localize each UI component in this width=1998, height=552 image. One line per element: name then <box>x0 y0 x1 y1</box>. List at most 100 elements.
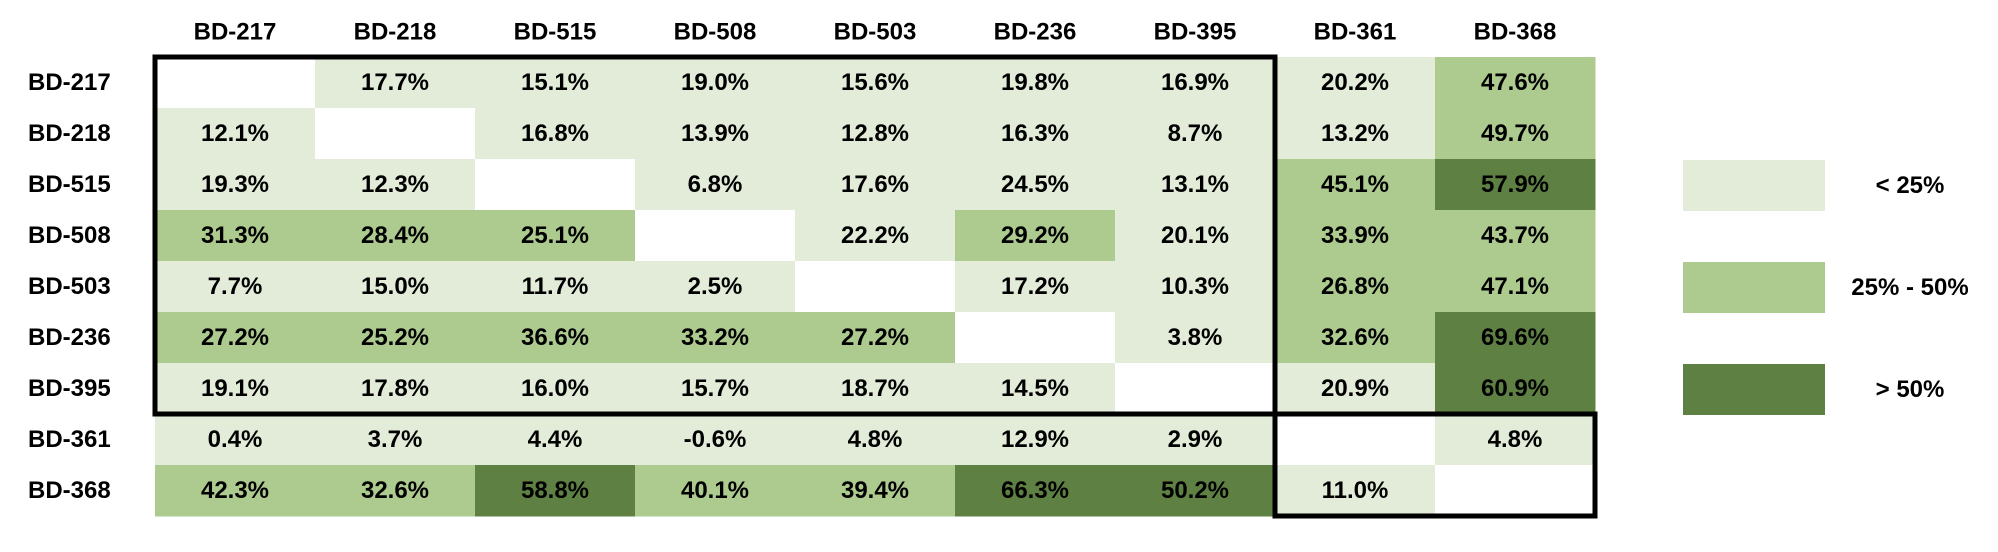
heatmap-cell <box>1115 261 1276 313</box>
cell-value-label: 45.1% <box>1321 171 1389 198</box>
column-label-bd-503: BD-503 <box>834 18 917 45</box>
heatmap-cell <box>1435 159 1596 211</box>
cell-value-label: 19.3% <box>201 171 269 198</box>
cell-value-label: 17.6% <box>841 171 909 198</box>
column-label-bd-218: BD-218 <box>354 18 437 45</box>
heatmap-cell <box>475 414 636 466</box>
cell-value-label: 3.8% <box>1168 324 1223 351</box>
heatmap-cell <box>315 363 476 415</box>
heatmap-cell <box>475 465 636 517</box>
heatmap-cell <box>475 108 636 160</box>
heatmap-cell <box>955 210 1116 262</box>
heatmap-cell <box>955 261 1116 313</box>
heatmap-cell <box>635 108 796 160</box>
cell-value-label: 11.0% <box>1322 477 1389 504</box>
row-label-bd-508: BD-508 <box>28 222 111 249</box>
legend-label-3: > 50% <box>1876 376 1945 403</box>
heatmap-cell <box>795 159 956 211</box>
heatmap-cell <box>1115 465 1276 517</box>
legend: < 25% 25% - 50% > 50% <box>1683 160 1969 415</box>
heatmap-cell <box>315 261 476 313</box>
cell-value-label: 15.0% <box>361 273 429 300</box>
cell-value-label: 8.7% <box>1168 120 1223 147</box>
heatmap-cell <box>635 465 796 517</box>
row-label-bd-236: BD-236 <box>28 324 111 351</box>
cell-value-label: 6.8% <box>688 171 743 198</box>
heatmap-cell <box>635 57 796 109</box>
heatmap-cell <box>1435 108 1596 160</box>
cell-value-label: 15.7% <box>681 375 749 402</box>
cell-value-label: 18.7% <box>841 375 909 402</box>
cell-value-label: 69.6% <box>1481 324 1549 351</box>
heatmap-cell <box>955 363 1116 415</box>
heatmap-cell <box>635 312 796 364</box>
heatmap-cell <box>315 414 476 466</box>
cell-value-label: 19.8% <box>1001 69 1069 96</box>
heatmap-cell <box>1115 414 1276 466</box>
heatmap-cell <box>1435 414 1596 466</box>
cell-value-label: 58.8% <box>521 477 589 504</box>
cell-value-label: 3.7% <box>368 426 423 453</box>
row-label-bd-395: BD-395 <box>28 375 111 402</box>
heatmap-cell <box>1435 465 1596 517</box>
heatmap-cell <box>795 363 956 415</box>
row-label-bd-217: BD-217 <box>28 69 111 96</box>
heatmap-cell <box>1435 57 1596 109</box>
cell-value-label: 22.2% <box>841 222 909 249</box>
heatmap-cell <box>1115 108 1276 160</box>
heatmap-cell <box>795 465 956 517</box>
cell-value-label: 4.8% <box>848 426 903 453</box>
cell-value-label: 20.9% <box>1321 375 1389 402</box>
heatmap-cell <box>315 210 476 262</box>
cell-value-label: 20.2% <box>1321 69 1389 96</box>
heatmap-cell <box>475 210 636 262</box>
heatmap-cell <box>155 363 316 415</box>
heatmap-cell <box>155 57 316 109</box>
cell-value-label: 12.1% <box>201 120 269 147</box>
heatmap-cell <box>1275 312 1436 364</box>
heatmap-cell <box>795 261 956 313</box>
cell-value-label: 2.5% <box>688 273 743 300</box>
heatmap-cell <box>475 57 636 109</box>
cell-value-label: 57.9% <box>1481 171 1549 198</box>
legend-swatch-1 <box>1683 160 1825 211</box>
cell-value-label: 2.9% <box>1168 426 1223 453</box>
heatmap-cell <box>1435 312 1596 364</box>
heatmap-cell <box>315 312 476 364</box>
cell-value-label: 33.2% <box>681 324 749 351</box>
cell-value-label: 17.8% <box>361 375 429 402</box>
heatmap-cell <box>1115 210 1276 262</box>
heatmap-cell <box>155 465 316 517</box>
heatmap-cell <box>1275 261 1436 313</box>
cell-value-label: 17.2% <box>1001 273 1069 300</box>
heatmap-cell <box>635 414 796 466</box>
heatmap-cell <box>955 465 1116 517</box>
heatmap-cell <box>315 57 476 109</box>
heatmap-cell <box>795 312 956 364</box>
column-label-bd-217: BD-217 <box>194 18 277 45</box>
cell-value-label: 36.6% <box>521 324 589 351</box>
heatmap-cell <box>1115 57 1276 109</box>
heatmap-cell <box>155 108 316 160</box>
cell-value-label: 4.8% <box>1488 426 1543 453</box>
cell-value-label: 60.9% <box>1481 375 1549 402</box>
heatmap-cell <box>475 312 636 364</box>
row-labels: BD-217 BD-218 BD-515 BD-508 BD-503 BD-236 BD-3… <box>28 69 111 504</box>
cell-value-label: 16.9% <box>1161 69 1229 96</box>
cell-value-label: 13.2% <box>1321 120 1389 147</box>
row-label-bd-368: BD-368 <box>28 477 111 504</box>
column-label-bd-368: BD-368 <box>1474 18 1557 45</box>
heatmap-cell <box>955 108 1116 160</box>
cell-value-label: 16.0% <box>521 375 589 402</box>
heatmap-cell <box>1275 159 1436 211</box>
cell-value-label: 47.1% <box>1481 273 1549 300</box>
heatmap-cell <box>1275 108 1436 160</box>
heatmap-cell <box>1115 159 1276 211</box>
heatmap-cell <box>1115 363 1276 415</box>
heatmap-cell <box>1275 57 1436 109</box>
cell-value-label: 31.3% <box>201 222 269 249</box>
row-label-bd-218: BD-218 <box>28 120 111 147</box>
heatmap-cell <box>155 159 316 211</box>
cell-value-label: 12.9% <box>1001 426 1069 453</box>
